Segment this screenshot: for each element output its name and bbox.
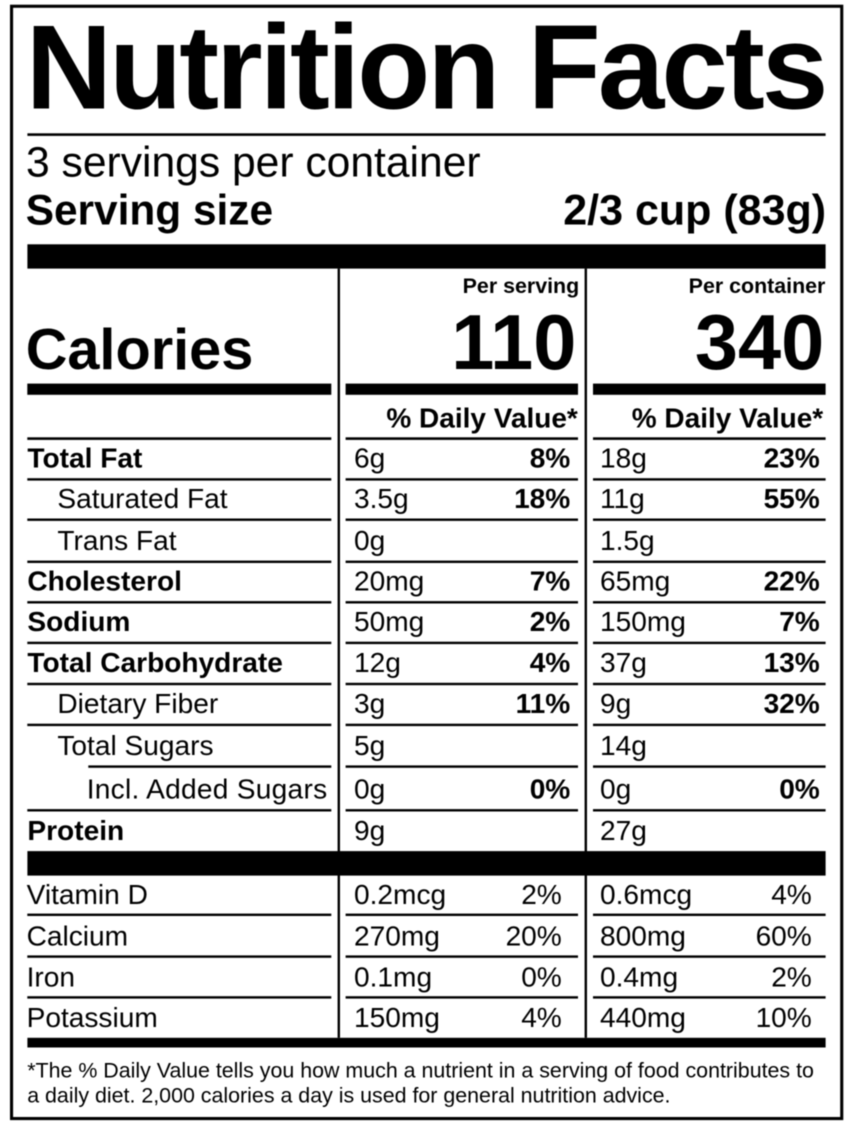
svg-text:9g: 9g — [354, 815, 385, 846]
svg-text:340: 340 — [695, 300, 824, 386]
svg-text:150mg: 150mg — [600, 606, 686, 637]
svg-text:4%: 4% — [530, 647, 571, 678]
svg-text:20%: 20% — [506, 921, 562, 952]
svg-text:2%: 2% — [521, 879, 562, 910]
svg-text:6g: 6g — [354, 443, 385, 474]
svg-text:55%: 55% — [764, 483, 820, 514]
svg-text:Dietary Fiber: Dietary Fiber — [57, 688, 218, 719]
svg-text:Sodium: Sodium — [27, 606, 130, 637]
svg-text:Serving size: Serving size — [26, 187, 273, 234]
svg-text:0g: 0g — [354, 525, 385, 556]
svg-text:110: 110 — [451, 300, 576, 386]
svg-text:13%: 13% — [764, 647, 820, 678]
svg-text:11g: 11g — [600, 483, 645, 514]
svg-text:23%: 23% — [764, 443, 820, 474]
svg-text:440mg: 440mg — [600, 1002, 686, 1033]
svg-text:% Daily Value*: % Daily Value* — [632, 403, 824, 434]
svg-text:14g: 14g — [600, 730, 647, 761]
svg-text:0%: 0% — [521, 961, 562, 992]
svg-text:4%: 4% — [771, 879, 812, 910]
svg-text:2%: 2% — [530, 606, 571, 637]
svg-text:% Daily Value*: % Daily Value* — [386, 403, 578, 434]
svg-text:0g: 0g — [354, 774, 385, 805]
svg-text:65mg: 65mg — [600, 566, 670, 597]
svg-text:18%: 18% — [514, 483, 570, 514]
svg-text:Per container: Per container — [689, 274, 826, 298]
svg-text:4%: 4% — [521, 1002, 562, 1033]
svg-text:Calcium: Calcium — [27, 921, 128, 952]
svg-text:5g: 5g — [354, 730, 385, 761]
svg-text:27g: 27g — [600, 815, 647, 846]
svg-text:Iron: Iron — [27, 961, 75, 992]
svg-text:0.6mcg: 0.6mcg — [600, 879, 692, 910]
svg-text:0%: 0% — [779, 774, 820, 805]
svg-text:150mg: 150mg — [354, 1002, 440, 1033]
svg-text:2%: 2% — [771, 961, 812, 992]
svg-text:Vitamin D: Vitamin D — [27, 879, 148, 910]
svg-text:7%: 7% — [530, 566, 571, 597]
svg-text:800mg: 800mg — [600, 921, 686, 952]
svg-text:Cholesterol: Cholesterol — [27, 566, 182, 597]
svg-text:0%: 0% — [530, 774, 571, 805]
svg-text:Nutrition Facts: Nutrition Facts — [26, 2, 826, 135]
svg-text:60%: 60% — [756, 921, 812, 952]
svg-text:Calories: Calories — [26, 318, 254, 382]
svg-text:0.1mg: 0.1mg — [354, 961, 432, 992]
svg-text:Saturated Fat: Saturated Fat — [57, 483, 227, 514]
svg-text:10%: 10% — [756, 1002, 812, 1033]
svg-text:50mg: 50mg — [354, 606, 424, 637]
svg-text:*The % Daily Value tells you h: *The % Daily Value tells you how much a … — [27, 1059, 814, 1083]
svg-text:0.4mg: 0.4mg — [600, 961, 678, 992]
svg-text:20mg: 20mg — [354, 566, 424, 597]
svg-text:9g: 9g — [600, 688, 631, 719]
svg-text:Trans Fat: Trans Fat — [57, 525, 176, 556]
svg-text:3.5g: 3.5g — [354, 483, 409, 514]
svg-text:12g: 12g — [354, 647, 401, 678]
svg-text:Per serving: Per serving — [463, 274, 580, 298]
svg-text:32%: 32% — [764, 688, 820, 719]
svg-text:270mg: 270mg — [354, 921, 440, 952]
svg-text:22%: 22% — [764, 566, 820, 597]
svg-text:7%: 7% — [779, 606, 820, 637]
svg-text:Total Carbohydrate: Total Carbohydrate — [27, 647, 282, 678]
svg-text:Potassium: Potassium — [27, 1002, 158, 1033]
svg-text:Total Sugars: Total Sugars — [57, 730, 213, 761]
svg-text:2/3 cup (83g): 2/3 cup (83g) — [563, 187, 826, 235]
svg-text:1.5g: 1.5g — [600, 525, 655, 556]
svg-text:Protein: Protein — [27, 815, 124, 846]
svg-text:18g: 18g — [600, 443, 647, 474]
svg-text:3g: 3g — [354, 688, 385, 719]
svg-text:Incl. Added Sugars: Incl. Added Sugars — [87, 774, 328, 805]
svg-text:37g: 37g — [600, 647, 647, 678]
svg-text:0g: 0g — [600, 774, 631, 805]
svg-text:3 servings per container: 3 servings per container — [26, 139, 481, 187]
svg-text:0.2mcg: 0.2mcg — [354, 879, 446, 910]
svg-text:8%: 8% — [530, 443, 571, 474]
svg-text:11%: 11% — [516, 688, 571, 719]
svg-text:Total Fat: Total Fat — [27, 443, 143, 474]
svg-text:a daily diet. 2,000 calories a: a daily diet. 2,000 calories a day is us… — [27, 1083, 670, 1107]
